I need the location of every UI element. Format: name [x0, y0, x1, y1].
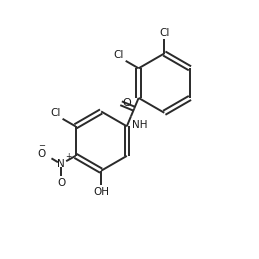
Text: Cl: Cl — [159, 28, 169, 38]
Text: O: O — [123, 98, 132, 108]
Text: N: N — [57, 159, 65, 169]
Text: O: O — [57, 178, 65, 189]
Text: NH: NH — [132, 120, 148, 130]
Text: Cl: Cl — [50, 108, 61, 118]
Text: Cl: Cl — [113, 50, 124, 60]
Text: O: O — [37, 149, 46, 159]
Text: −: − — [38, 141, 45, 150]
Text: OH: OH — [93, 187, 109, 197]
Text: +: + — [66, 152, 72, 161]
